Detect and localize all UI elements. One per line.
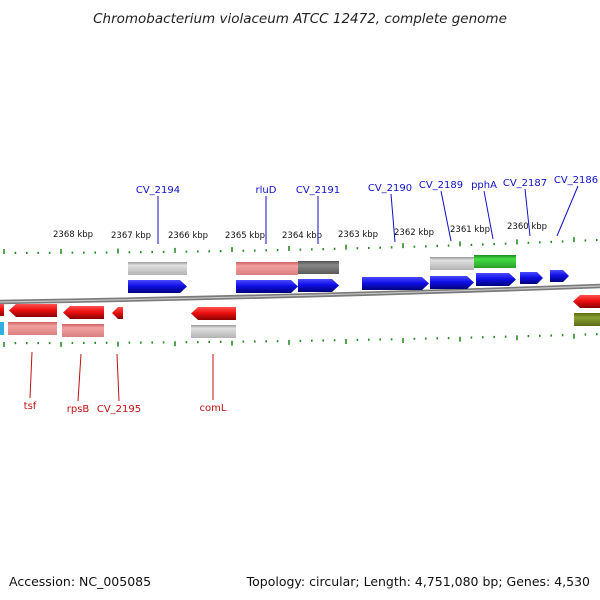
gene-feature-box[interactable] [430, 257, 474, 270]
forward-strand-genes [128, 270, 569, 293]
gene-arrow-reverse[interactable] [0, 304, 4, 316]
top-gene-labels: CV_2194 rluD CV_2191 CV_2190 CV_2189 pph… [136, 175, 598, 196]
reverse-strand-genes [0, 295, 600, 320]
gene-arrow-reverse[interactable] [63, 306, 104, 319]
scale-label: 2367 kbp [111, 231, 151, 241]
gene-arrow-forward[interactable] [430, 276, 474, 289]
gene-feature-box[interactable] [62, 324, 104, 337]
scale-ticks-top [3, 237, 598, 254]
gene-arrow-forward[interactable] [476, 273, 516, 286]
gene-label[interactable]: CV_2194 [136, 185, 180, 196]
gene-feature-box[interactable] [128, 262, 187, 275]
scale-ticks-bottom [3, 333, 598, 347]
gene-arrow-reverse[interactable] [191, 307, 236, 320]
gene-label[interactable]: CV_2186 [554, 175, 598, 186]
gene-label[interactable]: rpsB [67, 404, 90, 415]
gene-feature-box[interactable] [0, 322, 4, 335]
gene-arrow-forward[interactable] [362, 277, 429, 290]
gene-label[interactable]: CV_2195 [97, 404, 141, 415]
gene-arrow-forward[interactable] [550, 270, 569, 282]
genome-title: Chromobacterium violaceum ATCC 12472, co… [93, 11, 507, 27]
gene-feature-box[interactable] [236, 262, 298, 275]
scale-label: 2366 kbp [168, 231, 208, 241]
gene-feature-box[interactable] [574, 313, 600, 326]
scale-label: 2360 kbp [507, 222, 547, 232]
bottom-gene-labels: tsf rpsB CV_2195 comL [24, 401, 227, 415]
gene-feature-box[interactable] [298, 261, 339, 274]
gene-label[interactable]: comL [200, 403, 227, 414]
gene-label[interactable]: CV_2191 [296, 185, 340, 196]
bottom-label-leaders [29, 351, 214, 402]
accession-text: Accession: NC_005085 [9, 574, 151, 589]
gene-feature-box[interactable] [474, 255, 516, 268]
gene-label[interactable]: CV_2187 [503, 178, 547, 189]
gene-label[interactable]: tsf [24, 401, 37, 412]
gene-arrow-reverse[interactable] [112, 307, 123, 319]
gene-arrow-forward[interactable] [128, 280, 187, 293]
gene-label[interactable]: rluD [256, 185, 277, 196]
gene-feature-box[interactable] [8, 322, 57, 335]
gene-arrow-reverse[interactable] [573, 295, 600, 308]
gene-arrow-forward[interactable] [520, 272, 543, 284]
gene-label[interactable]: CV_2190 [368, 183, 412, 194]
gene-arrow-forward[interactable] [236, 280, 298, 293]
feature-row-top [128, 255, 516, 275]
gene-label[interactable]: pphA [471, 180, 497, 191]
gene-arrow-forward[interactable] [298, 279, 339, 292]
scale-labels: 2368 kbp 2367 kbp 2366 kbp 2365 kbp 2364… [53, 222, 547, 241]
gene-arrow-reverse[interactable] [9, 304, 57, 317]
scale-label: 2363 kbp [338, 230, 378, 240]
genome-summary-text: Topology: circular; Length: 4,751,080 bp… [246, 574, 590, 589]
scale-label: 2365 kbp [225, 231, 265, 241]
gene-label[interactable]: CV_2189 [419, 180, 463, 191]
feature-row-bottom [0, 313, 600, 338]
scale-label: 2361 kbp [450, 225, 490, 235]
scale-label: 2368 kbp [53, 230, 93, 240]
scale-label: 2364 kbp [282, 231, 322, 241]
top-label-leaders [157, 185, 579, 244]
gene-feature-box[interactable] [191, 325, 236, 338]
scale-label: 2362 kbp [394, 228, 434, 238]
